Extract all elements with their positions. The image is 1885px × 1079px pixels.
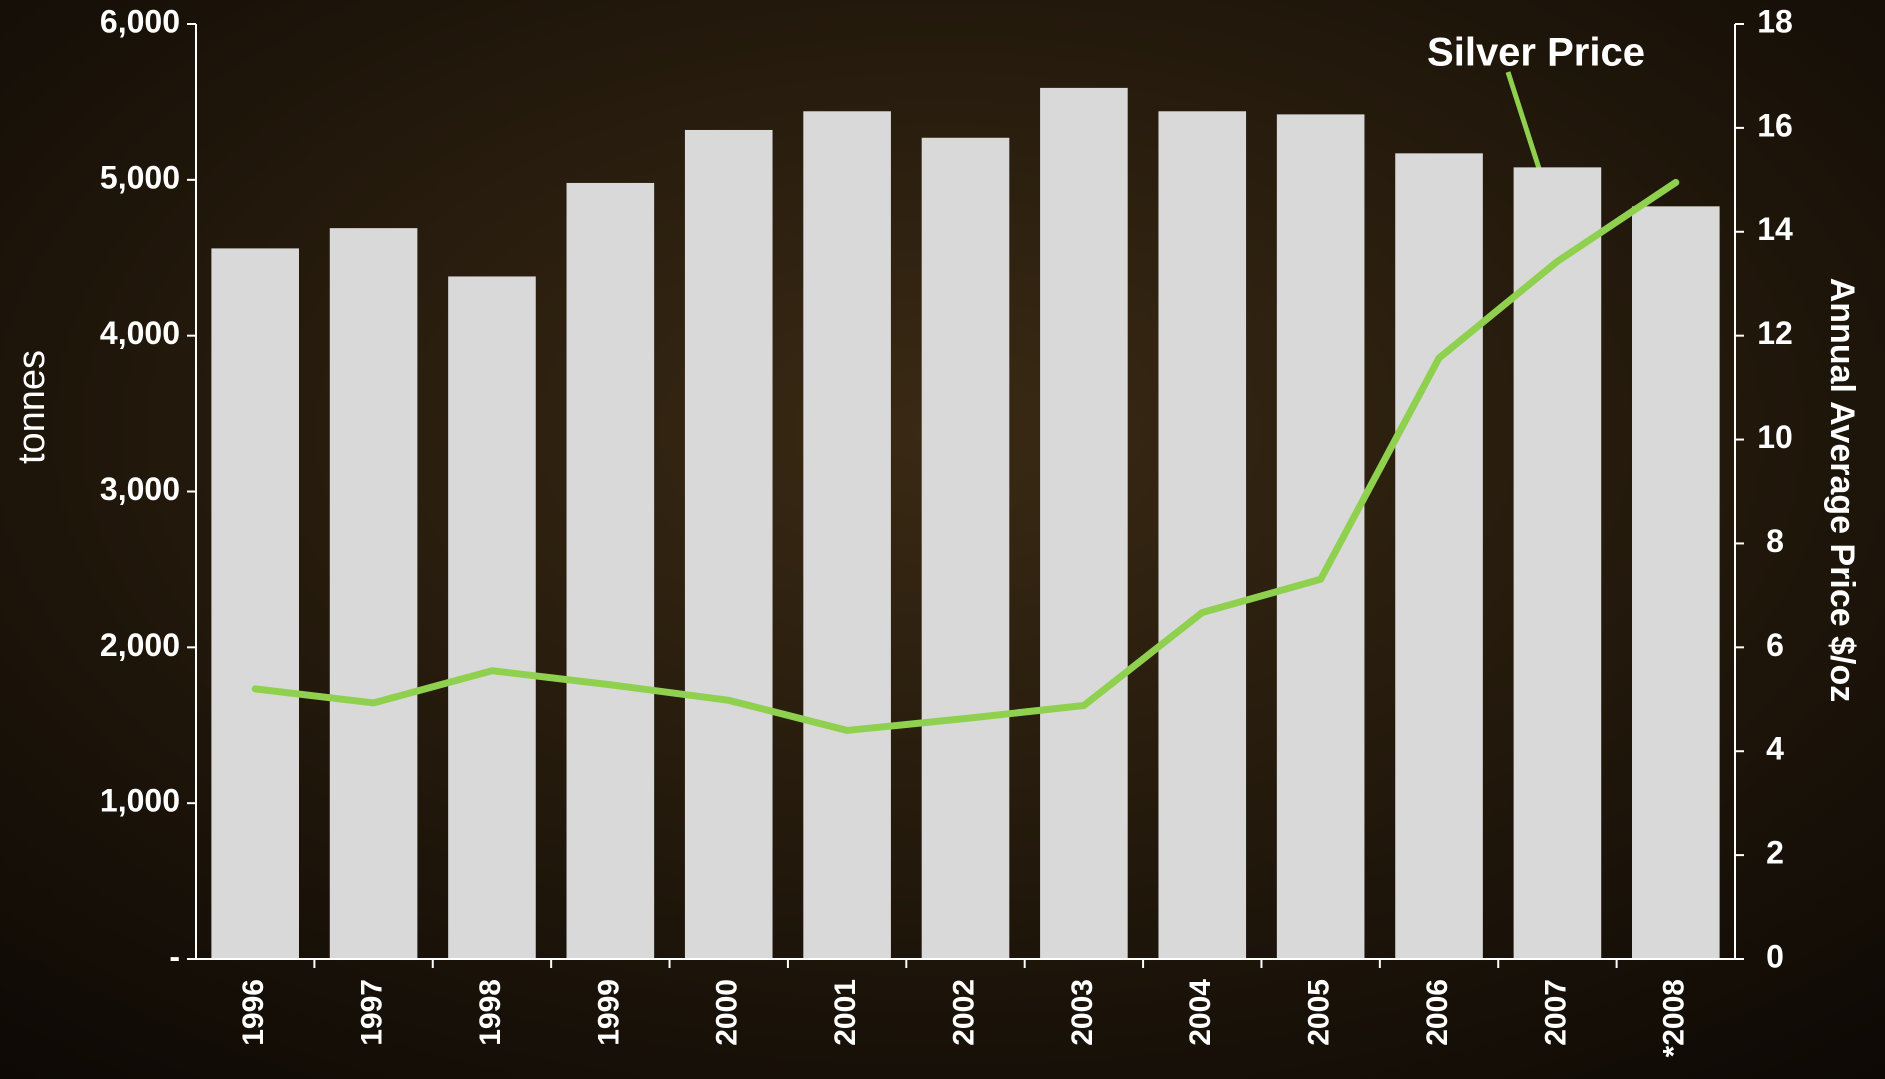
y-tick-label: 1,000 [100, 783, 180, 819]
x-tick-label: *2008 [1658, 979, 1691, 1057]
bar [921, 137, 1010, 960]
y2-tick-label: 0 [1766, 938, 1784, 974]
x-tick-label: 2007 [1539, 979, 1572, 1046]
bar [448, 276, 536, 959]
x-tick-label: 2005 [1303, 979, 1336, 1046]
bar [803, 111, 891, 960]
y-axis-label: tonnes [11, 350, 53, 464]
bar [566, 182, 655, 959]
x-tick-label: 2000 [711, 979, 744, 1046]
bar [1040, 87, 1128, 960]
bar [1395, 153, 1483, 959]
annotation: Silver Price [1427, 31, 1645, 75]
bar [1513, 167, 1602, 959]
x-tick-label: 2001 [829, 979, 862, 1046]
y2-tick-label: 10 [1757, 419, 1793, 455]
bar [1276, 114, 1365, 960]
x-tick-label: 2003 [1066, 979, 1099, 1046]
y2-tick-label: 8 [1766, 523, 1784, 559]
x-tick-label: 2002 [947, 979, 980, 1046]
y-tick-label: 6,000 [100, 3, 180, 39]
y2-tick-label: 6 [1766, 627, 1784, 663]
y-tick-label: 4,000 [100, 315, 180, 351]
price-line [251, 178, 1680, 734]
y2-tick-label: 16 [1757, 107, 1793, 143]
x-tick-label: 1997 [355, 979, 388, 1046]
y-tick-label: 5,000 [100, 159, 180, 195]
y2-tick-label: 14 [1757, 211, 1793, 247]
x-tick-label: 1996 [237, 979, 270, 1046]
y2-tick-label: 12 [1757, 315, 1793, 351]
x-tick-label: 2004 [1184, 979, 1217, 1046]
x-tick-label: 1998 [474, 979, 507, 1046]
bar [1158, 111, 1247, 960]
y2-tick-label: 2 [1766, 835, 1784, 871]
x-tick-label: 1999 [592, 979, 625, 1046]
y2-tick-label: 18 [1757, 3, 1793, 39]
y-tick-label: 3,000 [100, 471, 180, 507]
x-tick-label: 2006 [1421, 979, 1454, 1046]
bar [684, 129, 773, 959]
y2-axis-label: Annual Average Price $/oz [1823, 278, 1861, 703]
bar [1632, 206, 1720, 959]
bar [211, 248, 299, 959]
y-tick-label: 2,000 [100, 627, 180, 663]
y2-tick-label: 4 [1766, 731, 1784, 767]
y-tick-label: - [169, 938, 180, 974]
bar [329, 228, 418, 959]
